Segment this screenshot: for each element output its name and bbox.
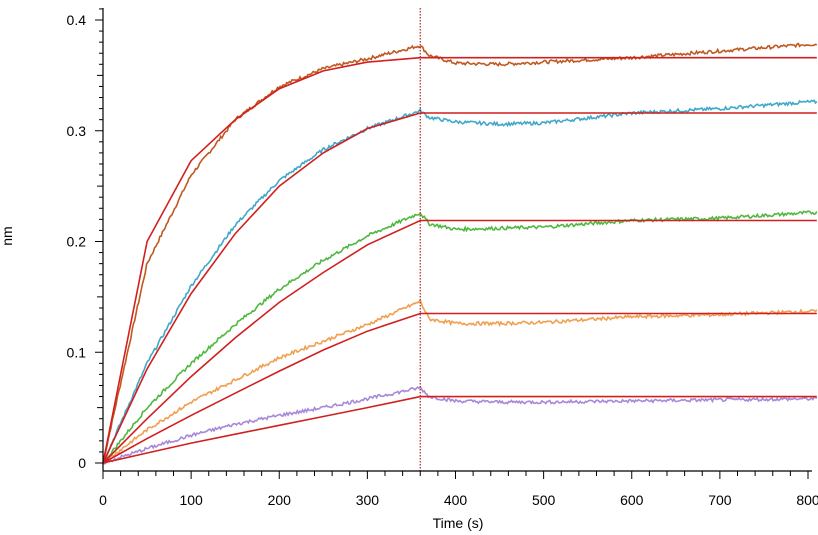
x-tick-label: 600 — [620, 492, 644, 508]
series-line-4 — [102, 298, 818, 465]
y-tick-label: 0.2 — [67, 234, 87, 250]
fit-line-1 — [102, 56, 817, 464]
fit-line-3 — [102, 219, 817, 464]
data-series — [102, 42, 818, 465]
x-tick-label: 500 — [532, 492, 556, 508]
x-tick-label: 400 — [444, 492, 468, 508]
fit-line-2 — [102, 112, 817, 464]
y-tick-label: 0.3 — [67, 123, 87, 139]
y-axis-title: nm — [0, 226, 15, 245]
x-tick-label: 300 — [356, 492, 380, 508]
y-tick-label: 0.1 — [67, 344, 87, 360]
x-tick-label: 800 — [796, 492, 818, 508]
series-line-5 — [102, 385, 818, 465]
x-tick-label: 100 — [179, 492, 203, 508]
fit-curves — [102, 56, 817, 464]
axes — [102, 8, 812, 472]
fit-line-5 — [102, 395, 817, 464]
series-line-3 — [102, 210, 818, 465]
series-line-2 — [102, 99, 818, 465]
y-tick-label: 0 — [78, 455, 86, 471]
x-axis-title: Time (s) — [433, 515, 484, 531]
series-line-1 — [102, 42, 818, 464]
x-tick-label: 700 — [708, 492, 732, 508]
x-tick-label: 0 — [99, 492, 107, 508]
x-tick-label: 200 — [268, 492, 292, 508]
y-tick-label: 0.4 — [67, 12, 87, 28]
tick-labels: 0 100 200 300 400 500 600 700 800 0 0.1 0.2 0.3 0.4 — [67, 12, 818, 508]
tick-marks — [95, 8, 809, 479]
fit-line-4 — [102, 312, 817, 464]
